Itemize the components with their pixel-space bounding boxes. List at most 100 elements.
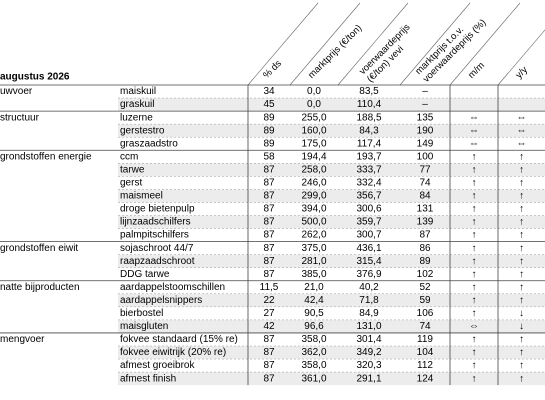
row-shade: [118, 215, 545, 229]
cell: 42: [263, 321, 275, 332]
cell: 112: [417, 360, 433, 371]
cell: –: [422, 86, 428, 97]
cell: ↓: [519, 308, 524, 319]
cell: 131,0: [356, 321, 381, 332]
cell: 135: [417, 112, 434, 123]
row-shade: [118, 293, 545, 307]
cell: 45: [263, 99, 275, 110]
cell: 104: [417, 347, 434, 358]
cell: 87: [419, 230, 431, 241]
cell: 90,5: [304, 308, 324, 319]
row-shade: [118, 124, 545, 138]
cell: 315,4: [356, 256, 381, 267]
cell: 58: [263, 151, 275, 162]
cell: 87: [263, 230, 275, 241]
cell: ↑: [519, 347, 524, 358]
cell: 258,0: [301, 164, 326, 175]
cell: ↑: [472, 178, 477, 189]
header-divider: [247, 2, 319, 86]
cell: ↑: [472, 191, 477, 202]
cell: ↑: [472, 230, 477, 241]
cell: 246,0: [301, 178, 326, 189]
cell: 358,0: [301, 360, 326, 371]
column-header: y/y: [514, 64, 531, 81]
cell: 119: [417, 334, 433, 345]
cell: ↑: [519, 151, 524, 162]
header-divider: [497, 29, 545, 86]
cell: 102: [417, 269, 434, 280]
cell: 262,0: [301, 230, 326, 241]
group-label: uwvoer: [0, 86, 33, 97]
row-name: fokvee eiwitrijk (20% re): [120, 347, 226, 358]
cell: 87: [263, 164, 275, 175]
cell: ⇔: [517, 112, 527, 123]
row-name: afmest finish: [120, 373, 176, 384]
cell: ↑: [472, 151, 477, 162]
cell: ↑: [519, 373, 524, 384]
cell: ↑: [472, 243, 477, 254]
row-name: ccm: [120, 151, 138, 162]
cell: ↑: [472, 295, 477, 306]
cell: 52: [419, 282, 431, 293]
header-divider: [337, 2, 409, 86]
row-shade: [118, 319, 545, 333]
row-name: bierbostel: [120, 308, 163, 319]
cell: ↑: [472, 334, 477, 345]
cell: 117,4: [357, 138, 382, 149]
cell: 358,0: [301, 334, 326, 345]
cell: 89: [419, 256, 431, 267]
cell: 89: [263, 125, 275, 136]
group-label: natte bijproducten: [0, 282, 80, 293]
cell: 40,2: [359, 282, 379, 293]
cell: 188,5: [356, 112, 381, 123]
group-label: grondstoffen eiwit: [0, 243, 78, 254]
column-header: marktprijs (€/ton): [306, 23, 364, 81]
cell: ↑: [519, 282, 524, 293]
cell: 74: [419, 321, 431, 332]
row-name: aardappelstoomschillen: [120, 282, 225, 293]
cell: 124: [417, 373, 434, 384]
cell: ↑: [472, 360, 477, 371]
row-name: sojaschroot 44/7: [120, 243, 194, 254]
row-name: maismeel: [120, 191, 163, 202]
cell: ↑: [519, 269, 524, 280]
cell: ↑: [472, 256, 477, 267]
row-name: maisgluten: [120, 321, 168, 332]
cell: 74: [419, 178, 431, 189]
group-label: mengvoer: [0, 334, 45, 345]
row-shade: [118, 372, 545, 386]
cell: ↑: [519, 334, 524, 345]
cell: 87: [263, 217, 275, 228]
cell: 194,4: [301, 151, 326, 162]
cell: 193,7: [356, 151, 381, 162]
cell: 131: [417, 204, 434, 215]
cell: 87: [263, 256, 275, 267]
cell: 96,6: [304, 321, 324, 332]
cell: ↑: [519, 178, 524, 189]
cell: 349,2: [356, 347, 381, 358]
cell: 500,0: [301, 217, 326, 228]
cell: 89: [263, 112, 275, 123]
row-name: maiskuil: [120, 86, 156, 97]
cell: 332,4: [356, 178, 381, 189]
cell: 77: [419, 164, 431, 175]
cell: 87: [263, 373, 275, 384]
cell: 359,7: [356, 217, 381, 228]
cell: 100: [417, 151, 434, 162]
cell: ⇔: [517, 125, 527, 136]
row-name: tarwe: [120, 164, 145, 175]
cell: ↑: [472, 164, 477, 175]
cell: 87: [263, 360, 275, 371]
row-name: palmpitschilfers: [120, 230, 189, 241]
cell: –: [422, 99, 428, 110]
cell: 385,0: [301, 269, 326, 280]
cell: 300,7: [356, 230, 381, 241]
cell: ↑: [519, 243, 524, 254]
cell: 86: [419, 243, 431, 254]
cell: 89: [263, 138, 275, 149]
cell: 42,4: [304, 295, 324, 306]
cell: 361,0: [301, 373, 326, 384]
title: augustus 2026: [0, 72, 70, 83]
